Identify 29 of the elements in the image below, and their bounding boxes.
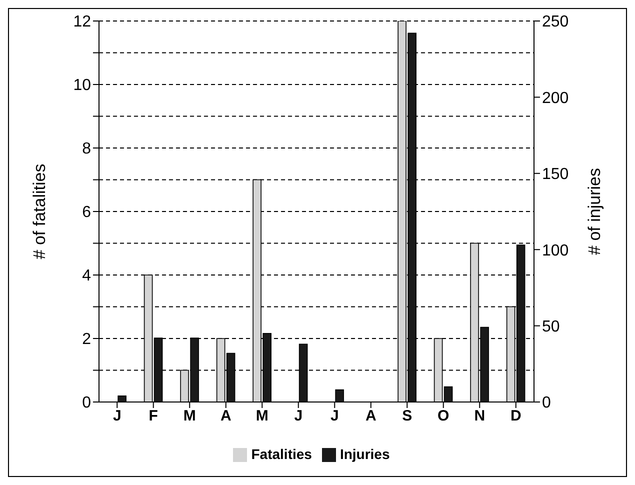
y2-axis-title: # of injuries	[585, 168, 604, 255]
x-tick-label: M	[256, 408, 268, 425]
x-tick-label: J	[112, 408, 122, 425]
y-tick-label: 4	[82, 268, 92, 285]
y-tick-label: 6	[82, 204, 92, 222]
legend-label: Fatalities	[251, 446, 312, 462]
x-tick-label: J	[330, 408, 339, 425]
y-tick-label: 2	[82, 331, 92, 348]
x-tick-label: F	[148, 408, 158, 425]
x-tick-label: M	[183, 408, 196, 425]
y-tick-label: 10	[73, 77, 92, 94]
x-tick-label: S	[402, 408, 412, 425]
y2-tick-label: 150	[542, 166, 569, 184]
y2-tick-label: 100	[542, 242, 569, 260]
x-tick-label: A	[365, 408, 376, 425]
y2-tick-label: 200	[542, 90, 569, 107]
x-tick-label: D	[510, 408, 522, 425]
x-tick-label: A	[220, 408, 232, 425]
x-tick-label: J	[294, 408, 303, 425]
x-tick-label: O	[438, 408, 450, 425]
legend-label: Injuries	[340, 446, 390, 462]
y-tick-label: 0	[82, 394, 92, 412]
y2-tick-label: 250	[542, 14, 569, 31]
y2-tick-label: 0	[542, 394, 551, 412]
y-tick-label: 8	[82, 140, 92, 158]
y-axis-title: # of fatalities	[30, 164, 50, 260]
x-tick-label: N	[474, 408, 486, 425]
y-tick-label: 12	[73, 14, 92, 31]
y2-tick-label: 50	[542, 318, 560, 336]
